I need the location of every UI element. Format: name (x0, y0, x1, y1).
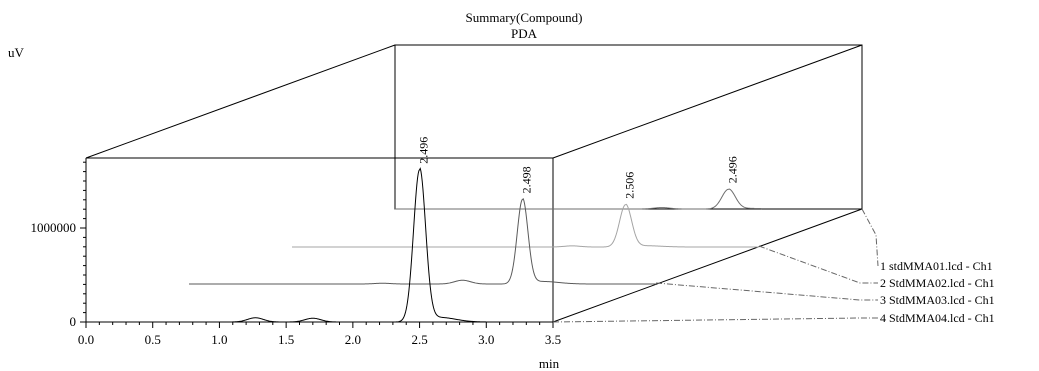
legend-leader (861, 208, 879, 267)
x-tick-label: 3.5 (545, 332, 561, 347)
frame-edge-top-right (552, 44, 863, 159)
x-tick-label: 2.5 (411, 332, 427, 347)
frame-edge-bottom-right (552, 208, 863, 323)
legend-item: 1 stdMMA01.lcd - Ch1 (861, 208, 993, 273)
legend-item: 3 StdMMA03.lcd - Ch1 (655, 282, 995, 307)
legend-label: 2 StdMMA02.lcd - Ch1 (880, 276, 995, 290)
x-tick-label: 2.0 (345, 332, 361, 347)
x-tick-label: 3.0 (478, 332, 494, 347)
series-2-trace (292, 203, 759, 248)
y-tick-label: 0 (70, 314, 77, 329)
series-4: 2.496 (86, 137, 553, 323)
legend-leader (655, 282, 878, 301)
x-tick-label: 1.0 (211, 332, 227, 347)
series-1-trace (395, 188, 762, 210)
series-layer: 2.496 2.506 2.498 2.496 (86, 137, 762, 323)
frame-edge-top-left (85, 44, 396, 159)
chart-subtitle: PDA (511, 26, 538, 41)
x-tick-label: 0.5 (145, 332, 161, 347)
legend: 1 stdMMA01.lcd - Ch1 2 StdMMA02.lcd - Ch1… (552, 208, 995, 325)
legend-item: 4 StdMMA04.lcd - Ch1 (552, 311, 995, 325)
x-tick-label: 0.0 (78, 332, 94, 347)
legend-leader (758, 245, 878, 284)
chart-title: Summary(Compound) (466, 10, 583, 25)
series-3: 2.498 (189, 166, 656, 285)
x-axis-label: min (539, 356, 560, 371)
y-tick-label: 1000000 (31, 220, 77, 235)
legend-label: 1 stdMMA01.lcd - Ch1 (880, 259, 993, 273)
series-3-trace (189, 197, 656, 285)
peak-label: 2.496 (726, 156, 740, 183)
legend-label: 4 StdMMA04.lcd - Ch1 (880, 311, 995, 325)
legend-item: 2 StdMMA02.lcd - Ch1 (758, 245, 995, 290)
peak-label: 2.506 (623, 172, 637, 199)
series-4-trace (86, 167, 553, 323)
peak-label: 2.498 (520, 166, 534, 193)
y-axis-label: uV (8, 45, 25, 60)
x-tick-label: 1.5 (278, 332, 294, 347)
series-2: 2.506 (292, 172, 759, 248)
axes-ticks: 0.0 0.5 1.0 1.5 2.0 2.5 3.0 3.5 0 1000000 (31, 161, 561, 347)
peak-label: 2.496 (417, 137, 431, 164)
legend-label: 3 StdMMA03.lcd - Ch1 (880, 293, 995, 307)
box-frame (85, 44, 863, 323)
legend-leader (552, 317, 878, 323)
series-1: 2.496 (395, 156, 762, 210)
